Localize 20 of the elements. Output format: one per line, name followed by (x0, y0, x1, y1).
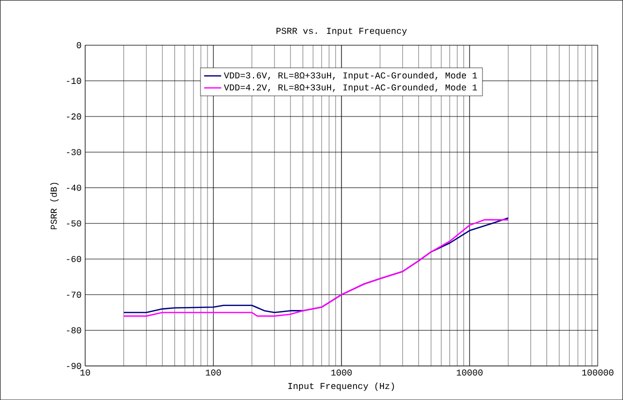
x-axis-title: Input Frequency (Hz) (288, 382, 394, 391)
y-tick-label: -70 (66, 292, 82, 298)
y-tick-label: -20 (66, 113, 82, 120)
chart-title: PSRR vs. Input Frequency (276, 28, 407, 36)
legend-label: VDD=4.2V, RL=8Ω+33uH, Input-AC-Grounded, Mode 1 (224, 84, 478, 92)
y-tick-label: -30 (66, 148, 82, 156)
y-tick-label: 0 (76, 42, 82, 48)
y-tick-label: -10 (66, 78, 82, 84)
y-tick-label: -90 (66, 362, 82, 369)
legend-label: VDD=3.6V, RL=8Ω+33uH, Input-AC-Grounded, Mode 1 (224, 72, 478, 80)
x-tick-label: 100000 (582, 369, 614, 376)
y-axis-title: PSRR (dB) (50, 182, 59, 230)
y-tick-label: -40 (66, 184, 82, 191)
x-tick-label: 100 (206, 369, 221, 376)
y-tick-label: -80 (66, 327, 82, 334)
x-tick-label: 1000 (331, 369, 352, 376)
x-tick-label: 10 (80, 369, 90, 376)
x-tick-label: 10000 (456, 369, 483, 376)
y-tick-label: -50 (66, 220, 82, 226)
y-tick-label: -60 (66, 256, 82, 262)
